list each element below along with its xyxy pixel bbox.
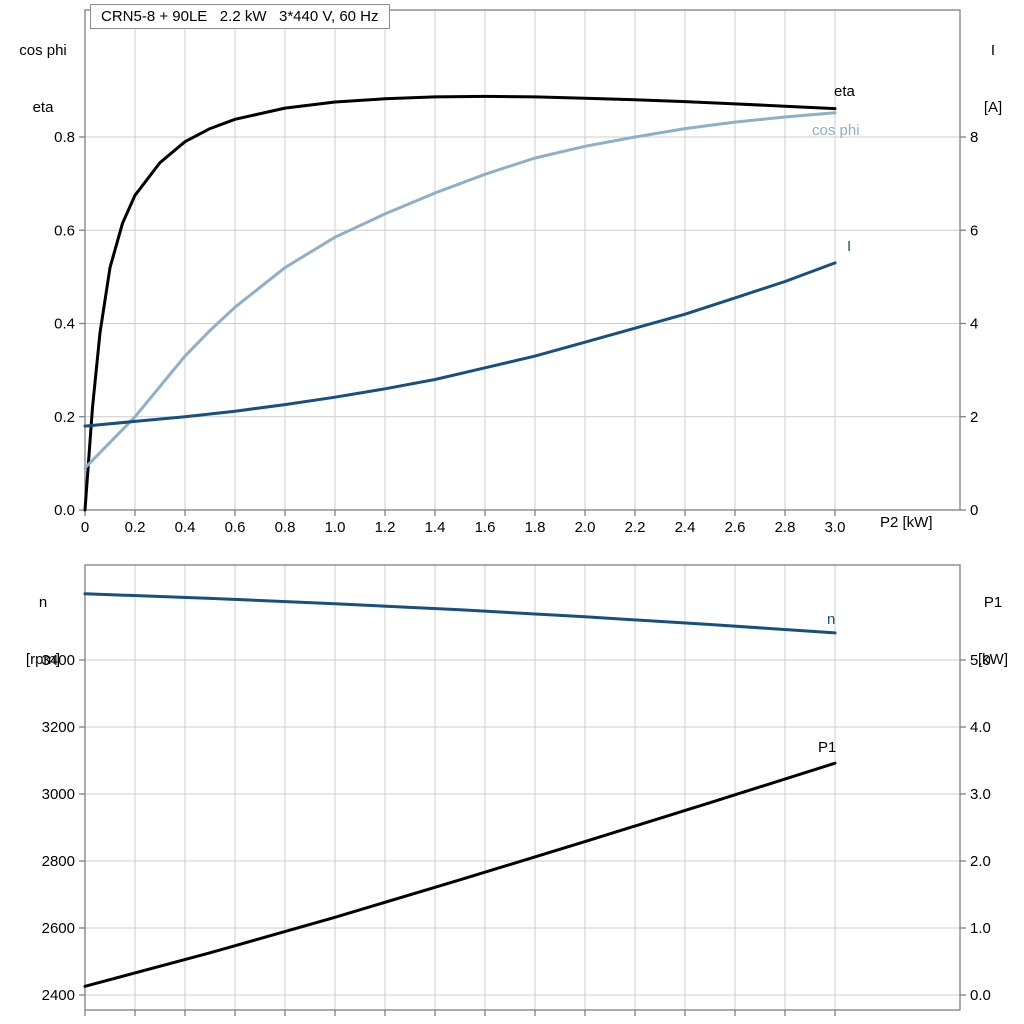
svg-text:8: 8 — [970, 129, 978, 146]
curve-label-current: I — [847, 238, 852, 255]
svg-text:1.0: 1.0 — [970, 920, 991, 937]
svg-text:0: 0 — [81, 519, 89, 536]
svg-text:1.4: 1.4 — [425, 519, 446, 536]
top-left-axis-title: cos phi eta — [4, 3, 82, 155]
svg-text:1.2: 1.2 — [375, 519, 396, 536]
svg-text:2.6: 2.6 — [725, 519, 746, 536]
svg-text:3200: 3200 — [42, 719, 75, 736]
svg-text:2800: 2800 — [42, 853, 75, 870]
svg-text:4: 4 — [970, 316, 978, 333]
svg-text:0.2: 0.2 — [125, 519, 146, 536]
x-axis-title: P2 [kW] — [880, 514, 933, 531]
svg-text:0.6: 0.6 — [225, 519, 246, 536]
svg-text:2: 2 — [970, 409, 978, 426]
top-right-axis-title-line1: I — [990, 42, 996, 59]
bottom-left-axis-title-line2: [rpm] — [25, 651, 61, 668]
top-right-axis-title-line2: [A] — [983, 99, 1003, 116]
svg-text:2.0: 2.0 — [575, 519, 596, 536]
svg-text:1.8: 1.8 — [525, 519, 546, 536]
svg-text:0.4: 0.4 — [175, 519, 196, 536]
curve-label-p1: P1 — [818, 739, 837, 756]
svg-text:0.8: 0.8 — [275, 519, 296, 536]
svg-text:2600: 2600 — [42, 920, 75, 937]
svg-text:3000: 3000 — [42, 786, 75, 803]
svg-text:1.0: 1.0 — [325, 519, 346, 536]
svg-text:5.0: 5.0 — [970, 652, 991, 669]
svg-text:0.6: 0.6 — [54, 222, 75, 239]
top-left-axis-title-line2: eta — [32, 99, 54, 116]
svg-text:6: 6 — [970, 222, 978, 239]
svg-text:0.0: 0.0 — [970, 987, 991, 1004]
svg-text:3.0: 3.0 — [970, 786, 991, 803]
bottom-left-axis-title-line1: n — [38, 594, 48, 611]
svg-text:2400: 2400 — [42, 987, 75, 1004]
top-right-axis-title: I [A] — [964, 3, 1022, 155]
bottom-right-axis-title-line2: [kW] — [978, 651, 1008, 668]
svg-text:4.0: 4.0 — [970, 719, 991, 736]
svg-text:1.6: 1.6 — [475, 519, 496, 536]
svg-text:3400: 3400 — [42, 652, 75, 669]
svg-text:0.0: 0.0 — [54, 502, 75, 519]
curve-label-cos-phi: cos phi — [812, 122, 860, 139]
chart-title: CRN5-8 + 90LE 2.2 kW 3*440 V, 60 Hz — [90, 4, 390, 29]
svg-text:0.2: 0.2 — [54, 409, 75, 426]
svg-text:0: 0 — [970, 502, 978, 519]
top-left-axis-title-line1: cos phi — [19, 42, 67, 59]
svg-text:2.0: 2.0 — [970, 853, 991, 870]
svg-text:2.4: 2.4 — [675, 519, 696, 536]
svg-text:0.8: 0.8 — [54, 129, 75, 146]
bottom-right-axis-title: P1 [kW] — [964, 555, 1022, 707]
bottom-right-axis-title-line1: P1 — [983, 594, 1003, 611]
curve-label-eta: eta — [834, 83, 855, 100]
bottom-left-axis-title: n [rpm] — [4, 555, 82, 707]
svg-text:2.8: 2.8 — [775, 519, 796, 536]
svg-text:3.0: 3.0 — [825, 519, 846, 536]
curve-label-speed: n — [827, 611, 836, 628]
svg-text:2.2: 2.2 — [625, 519, 646, 536]
svg-text:0.4: 0.4 — [54, 316, 75, 333]
